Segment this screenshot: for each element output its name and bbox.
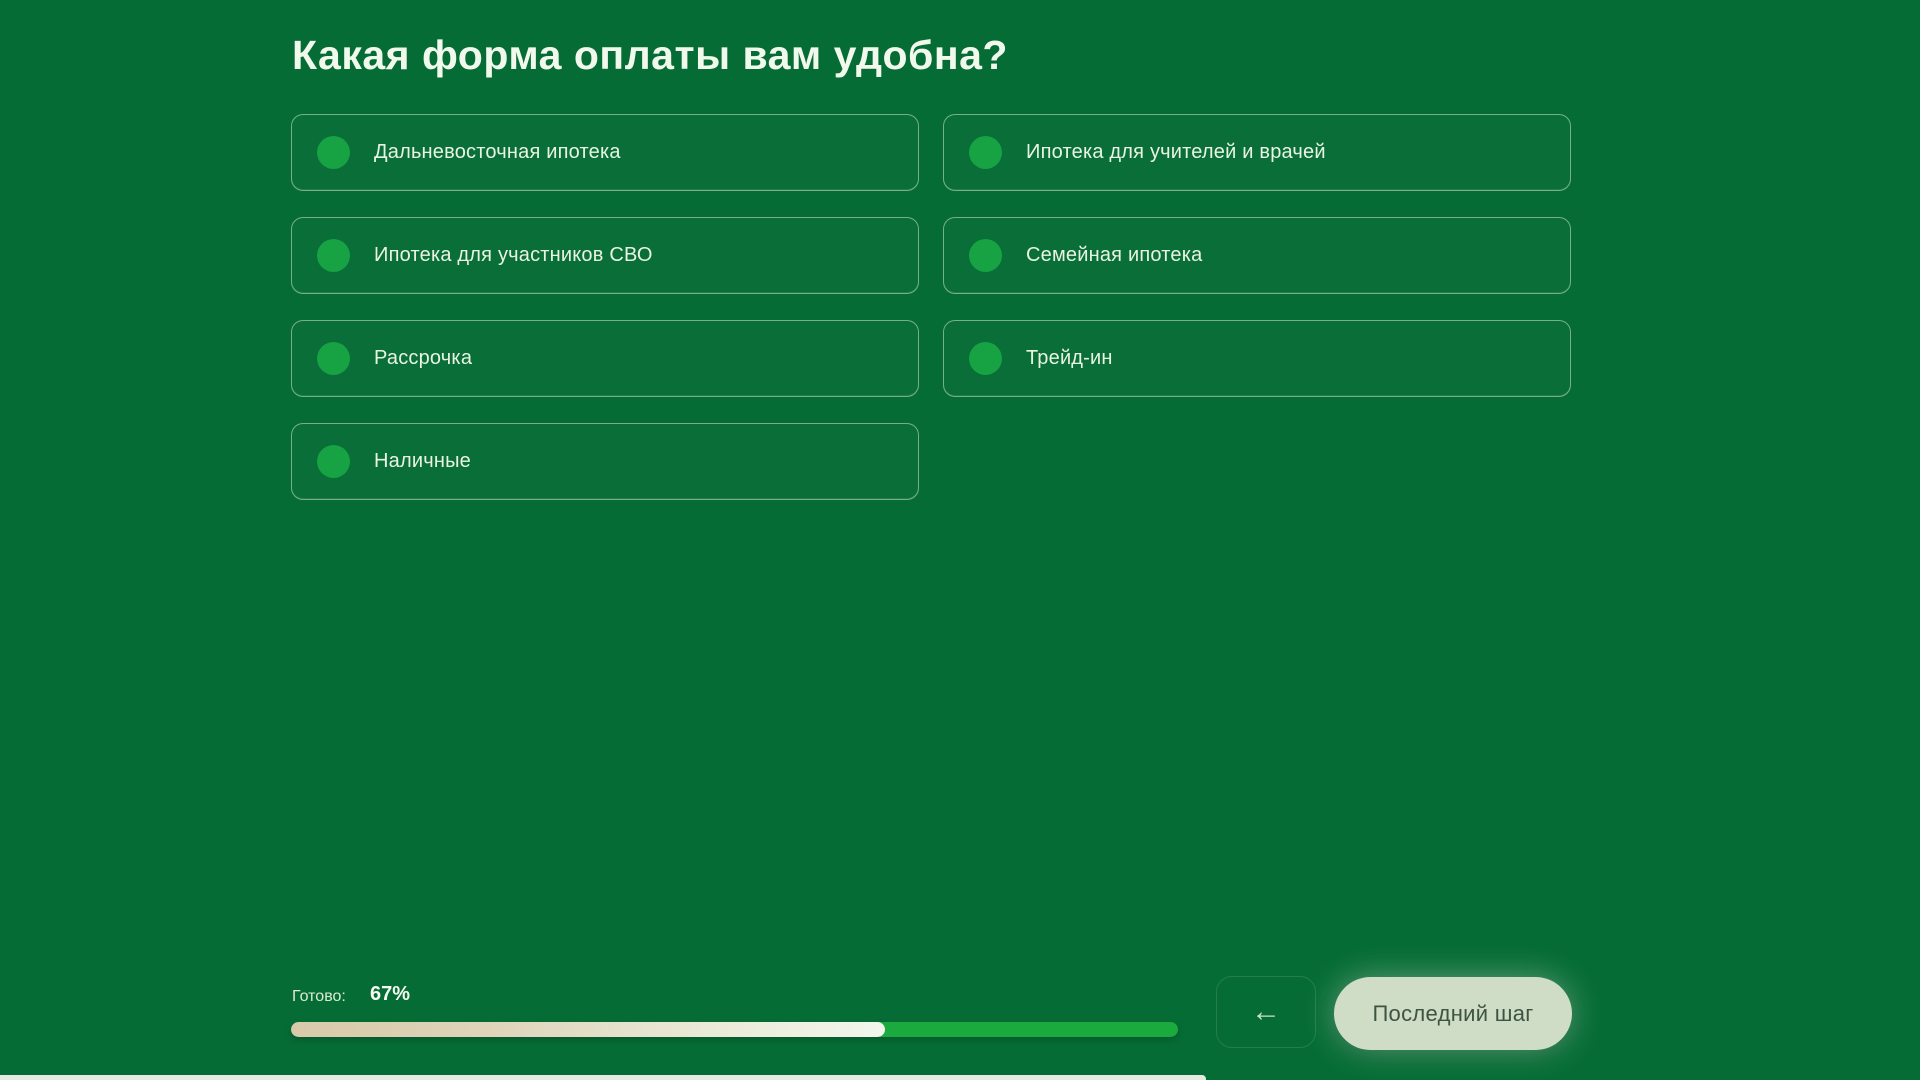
radio-indicator-icon[interactable] xyxy=(969,342,1002,375)
question-title: Какая форма оплаты вам удобна? xyxy=(292,32,1008,78)
option-card[interactable]: Ипотека для участников СВО xyxy=(291,217,919,294)
option-card[interactable]: Рассрочка xyxy=(291,320,919,397)
option-card[interactable]: Семейная ипотека xyxy=(943,217,1571,294)
progress-fill xyxy=(291,1022,886,1037)
progress-bar xyxy=(291,1022,1178,1037)
bottom-page-edge xyxy=(0,1075,1206,1080)
option-label: Дальневосточная ипотека xyxy=(374,141,621,163)
radio-indicator-icon[interactable] xyxy=(317,136,350,169)
radio-indicator-icon[interactable] xyxy=(317,239,350,272)
option-label: Семейная ипотека xyxy=(1026,244,1203,266)
back-arrow-icon: ← xyxy=(1251,995,1281,1028)
option-card[interactable]: Дальневосточная ипотека xyxy=(291,114,919,191)
back-button[interactable]: ← xyxy=(1216,976,1316,1048)
radio-indicator-icon[interactable] xyxy=(317,342,350,375)
option-label: Трейд-ин xyxy=(1026,347,1113,369)
options-grid: Дальневосточная ипотека Ипотека для учит… xyxy=(291,114,1571,500)
progress-value: 67% xyxy=(370,983,411,1005)
option-label: Наличные xyxy=(374,450,471,472)
option-card[interactable]: Трейд-ин xyxy=(943,320,1571,397)
radio-indicator-icon[interactable] xyxy=(969,239,1002,272)
progress-label: Готово: xyxy=(292,988,346,1005)
radio-indicator-icon[interactable] xyxy=(317,445,350,478)
option-label: Ипотека для учителей и врачей xyxy=(1026,141,1326,163)
option-label: Рассрочка xyxy=(374,347,473,369)
option-card[interactable]: Ипотека для учителей и врачей xyxy=(943,114,1571,191)
option-label: Ипотека для участников СВО xyxy=(374,244,653,266)
next-step-button[interactable]: Последний шаг xyxy=(1334,977,1572,1050)
option-card[interactable]: Наличные xyxy=(291,423,919,500)
radio-indicator-icon[interactable] xyxy=(969,136,1002,169)
